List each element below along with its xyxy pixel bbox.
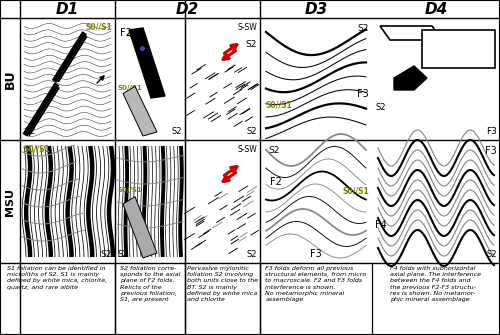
Text: S2: S2 bbox=[246, 40, 257, 49]
Polygon shape bbox=[380, 26, 442, 40]
Text: S2: S2 bbox=[268, 146, 280, 155]
Text: F2: F2 bbox=[270, 177, 282, 187]
Text: F4 folds with subhorizontal
axial plane. The interference
between the F4 folds a: F4 folds with subhorizontal axial plane.… bbox=[390, 266, 482, 302]
Polygon shape bbox=[123, 197, 157, 258]
Text: F3: F3 bbox=[485, 146, 497, 156]
Text: S0//S1: S0//S1 bbox=[85, 22, 112, 31]
Text: Pervasive mylonitic
foliation S2 involving
both units close to the
BT. S2 is mai: Pervasive mylonitic foliation S2 involvi… bbox=[187, 266, 258, 302]
Text: S1 foliation can be identified in
microliths of S2. S1 is mainly
defined by whit: S1 foliation can be identified in microl… bbox=[8, 266, 108, 289]
Text: S2: S2 bbox=[246, 250, 257, 259]
Text: F3: F3 bbox=[310, 249, 322, 259]
Text: S2: S2 bbox=[375, 104, 386, 113]
Polygon shape bbox=[394, 66, 427, 90]
Polygon shape bbox=[422, 30, 495, 68]
Text: S2: S2 bbox=[24, 127, 36, 136]
Text: S2 foliation corre-
sponds to the axial
plane of F2 folds.
Relicts of the
previo: S2 foliation corre- sponds to the axial … bbox=[120, 266, 180, 302]
Text: F2: F2 bbox=[120, 28, 132, 38]
Text: S0//S1: S0//S1 bbox=[23, 145, 50, 154]
Text: D4: D4 bbox=[424, 1, 448, 16]
Text: S0//S1: S0//S1 bbox=[342, 187, 369, 196]
Text: S2: S2 bbox=[246, 127, 257, 136]
Text: D3: D3 bbox=[304, 1, 328, 16]
Text: S0//S1: S0//S1 bbox=[118, 187, 143, 193]
Text: MSU: MSU bbox=[5, 188, 15, 215]
Text: S2: S2 bbox=[486, 250, 497, 259]
Text: D2: D2 bbox=[176, 1, 199, 16]
Text: S-SW: S-SW bbox=[238, 145, 257, 154]
Text: D1: D1 bbox=[56, 1, 79, 16]
Text: S0//S1: S0//S1 bbox=[118, 85, 143, 91]
Text: S2: S2 bbox=[100, 250, 112, 259]
Text: BU: BU bbox=[4, 69, 16, 89]
Polygon shape bbox=[129, 28, 165, 98]
Text: F3: F3 bbox=[357, 89, 369, 99]
Text: S2: S2 bbox=[172, 127, 182, 136]
Text: F3 folds deform all previous
structural elements, from micro
to macroscale. F2 a: F3 folds deform all previous structural … bbox=[266, 266, 366, 302]
Text: S0//S1: S0//S1 bbox=[265, 101, 292, 110]
Text: F4: F4 bbox=[432, 41, 444, 51]
Polygon shape bbox=[123, 86, 157, 136]
Text: S-SW: S-SW bbox=[238, 23, 257, 32]
Text: F4: F4 bbox=[375, 220, 387, 230]
Text: S2: S2 bbox=[118, 250, 128, 259]
Text: S2: S2 bbox=[358, 24, 369, 33]
Text: F3: F3 bbox=[486, 127, 497, 136]
